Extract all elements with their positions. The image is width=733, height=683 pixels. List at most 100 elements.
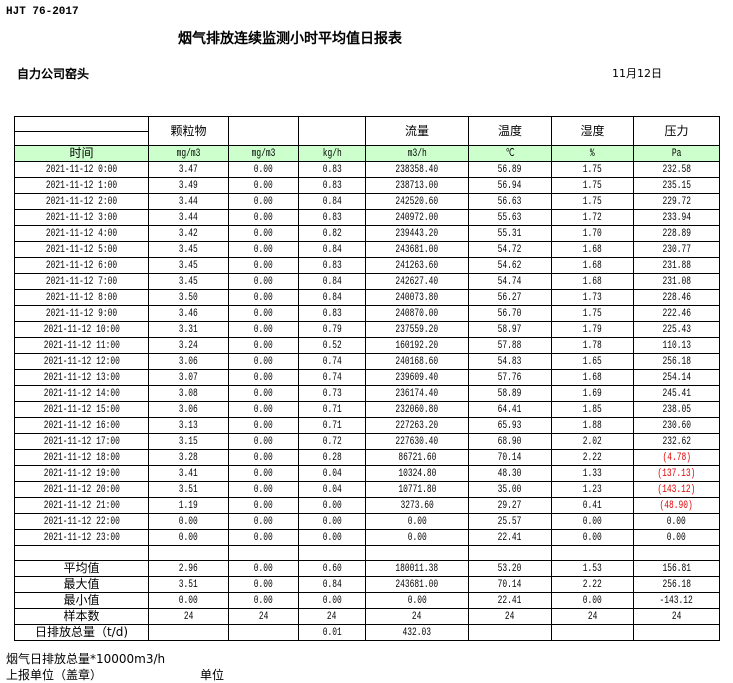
- time-value: 2021-11-12 13:00: [43, 372, 120, 384]
- pressure-value-cell: 229.72: [633, 193, 720, 210]
- particulate-value-cell: 3.08: [148, 385, 229, 402]
- humidity-value: 1.88: [582, 420, 603, 432]
- temperature-value-cell: 68.90: [468, 433, 552, 450]
- pressure-value: 245.41: [662, 388, 691, 400]
- col-3-value: 0.72: [322, 436, 342, 448]
- pressure-value: 230.60: [662, 420, 691, 432]
- time-value: 2021-11-12 16:00: [43, 420, 120, 432]
- col-3-stat: 0.00: [322, 595, 342, 607]
- col-3-stat: 0.01: [322, 627, 342, 639]
- time-value: 2021-11-12 18:00: [43, 452, 120, 464]
- flow-value: 227630.40: [395, 436, 439, 448]
- header-particulate: 颗粒物: [148, 116, 229, 146]
- table-row: 2021-11-12 2:00 3.44 0.00 0.84 242520.60 56.6…: [14, 193, 720, 210]
- blank-cell: [365, 545, 469, 561]
- pressure-value-cell: 238.05: [633, 401, 720, 418]
- flow-stat-cell: 243681.00: [365, 576, 469, 593]
- time-value: 2021-11-12 23:00: [43, 532, 120, 544]
- time-value-cell: 2021-11-12 13:00: [14, 369, 149, 386]
- col-2-stat: 0.00: [253, 595, 274, 607]
- table-row: 2021-11-12 18:00 3.28 0.00 0.28 86721.60 70.1…: [14, 449, 720, 466]
- col-3-value-cell: 0.52: [298, 337, 366, 354]
- col-2-value: 0.00: [253, 500, 274, 512]
- col-3-value-cell: 0.04: [298, 481, 366, 498]
- pressure-stat: 256.18: [662, 579, 691, 591]
- humidity-value-cell: 1.72: [551, 209, 634, 226]
- particulate-value: 3.24: [178, 340, 199, 352]
- footer-unit-label: 上报单位（盖章）: [6, 668, 103, 682]
- time-value-cell: 2021-11-12 6:00: [14, 257, 149, 274]
- col-2-value-cell: 0.00: [228, 449, 299, 466]
- particulate-value: 3.51: [178, 484, 199, 496]
- stats-row: 最小值 0.00 0.00 0.00 0.00 22.41 0.00 -143.12: [14, 592, 720, 609]
- col-2-value-cell: 0.00: [228, 273, 299, 290]
- temperature-value-cell: 57.76: [468, 369, 552, 386]
- humidity-value: 1.69: [582, 388, 603, 400]
- humidity-value: 1.33: [582, 468, 603, 480]
- particulate-value: 3.13: [178, 420, 199, 432]
- col-3-value-cell: 0.83: [298, 177, 366, 194]
- col-3-value: 0.00: [322, 532, 342, 544]
- unit-flow: m3/h: [407, 148, 427, 160]
- pressure-value: (137.13): [657, 468, 696, 480]
- temperature-value-cell: 56.70: [468, 305, 552, 322]
- col-3-value-cell: 0.04: [298, 465, 366, 482]
- flow-value-cell: 232060.80: [365, 401, 469, 418]
- flow-value-cell: 240073.80: [365, 289, 469, 306]
- table-row: 2021-11-12 6:00 3.45 0.00 0.83 241263.60 54.6…: [14, 257, 720, 274]
- particulate-value-cell: 3.51: [148, 481, 229, 498]
- particulate-value: 3.06: [178, 404, 199, 416]
- humidity-value-cell: 1.68: [551, 257, 634, 274]
- humidity-value: 1.73: [582, 292, 603, 304]
- temperature-value: 25.57: [498, 516, 522, 528]
- flow-value-cell: 243681.00: [365, 241, 469, 258]
- flow-value-cell: 3273.60: [365, 497, 469, 514]
- particulate-value-cell: 3.28: [148, 449, 229, 466]
- table-row: 2021-11-12 17:00 3.15 0.00 0.72 227630.40 68.…: [14, 433, 720, 450]
- humidity-value-cell: 2.22: [551, 449, 634, 466]
- flow-value: 3273.60: [400, 500, 434, 512]
- temperature-stat-cell: 22.41: [468, 592, 552, 609]
- particulate-value-cell: 3.46: [148, 305, 229, 322]
- temperature-stat-cell: 53.20: [468, 560, 552, 577]
- flow-value: 86721.60: [397, 452, 437, 464]
- particulate-value: 3.06: [178, 356, 199, 368]
- humidity-value-cell: 1.70: [551, 225, 634, 242]
- table-row: 2021-11-12 10:00 3.31 0.00 0.79 237559.20 58.…: [14, 321, 720, 338]
- col-2-value: 0.00: [253, 228, 274, 240]
- time-value: 2021-11-12 17:00: [43, 436, 120, 448]
- flow-stat-cell: 0.00: [365, 592, 469, 609]
- time-value-cell: 2021-11-12 19:00: [14, 465, 149, 482]
- stats-label-cell: 最小值: [14, 592, 149, 609]
- pressure-value: 0.00: [666, 516, 687, 528]
- humidity-value: 1.75: [582, 180, 603, 192]
- table-row: 2021-11-12 13:00 3.07 0.00 0.74 239609.40 57.…: [14, 369, 720, 386]
- flow-value-cell: 10771.80: [365, 481, 469, 498]
- header-humidity: 湿度: [551, 116, 634, 146]
- col-2-value-cell: 0.00: [228, 385, 299, 402]
- humidity-value: 2.22: [582, 452, 603, 464]
- temperature-value: 65.93: [498, 420, 522, 432]
- humidity-stat: 2.22: [582, 579, 603, 591]
- particulate-value: 3.44: [178, 212, 199, 224]
- temperature-value-cell: 58.89: [468, 385, 552, 402]
- particulate-value: 3.44: [178, 196, 199, 208]
- col-2-value-cell: 0.00: [228, 337, 299, 354]
- company-name: 自力公司窑头: [17, 67, 90, 81]
- temperature-value: 55.31: [498, 228, 522, 240]
- flow-value-cell: 240972.00: [365, 209, 469, 226]
- col-3-value-cell: 0.71: [298, 417, 366, 434]
- humidity-stat: 24: [587, 611, 598, 623]
- report-body: 颗粒物 流量 温度 湿度 压力 时间 mg/m3 mg/m3 kg/h m3/h…: [0, 116, 733, 683]
- time-value-cell: 2021-11-12 20:00: [14, 481, 149, 498]
- temperature-value-cell: 56.94: [468, 177, 552, 194]
- flow-value: 242627.40: [395, 276, 439, 288]
- flow-value: 0.00: [407, 532, 427, 544]
- col-3-value-cell: 0.84: [298, 193, 366, 210]
- report-date: 11月12日: [612, 67, 662, 80]
- temperature-value-cell: 29.27: [468, 497, 552, 514]
- pressure-value: 235.15: [662, 180, 691, 192]
- col-2-stat-cell: 0.00: [228, 576, 299, 593]
- flow-value-cell: 238713.00: [365, 177, 469, 194]
- time-value-cell: 2021-11-12 0:00: [14, 161, 149, 178]
